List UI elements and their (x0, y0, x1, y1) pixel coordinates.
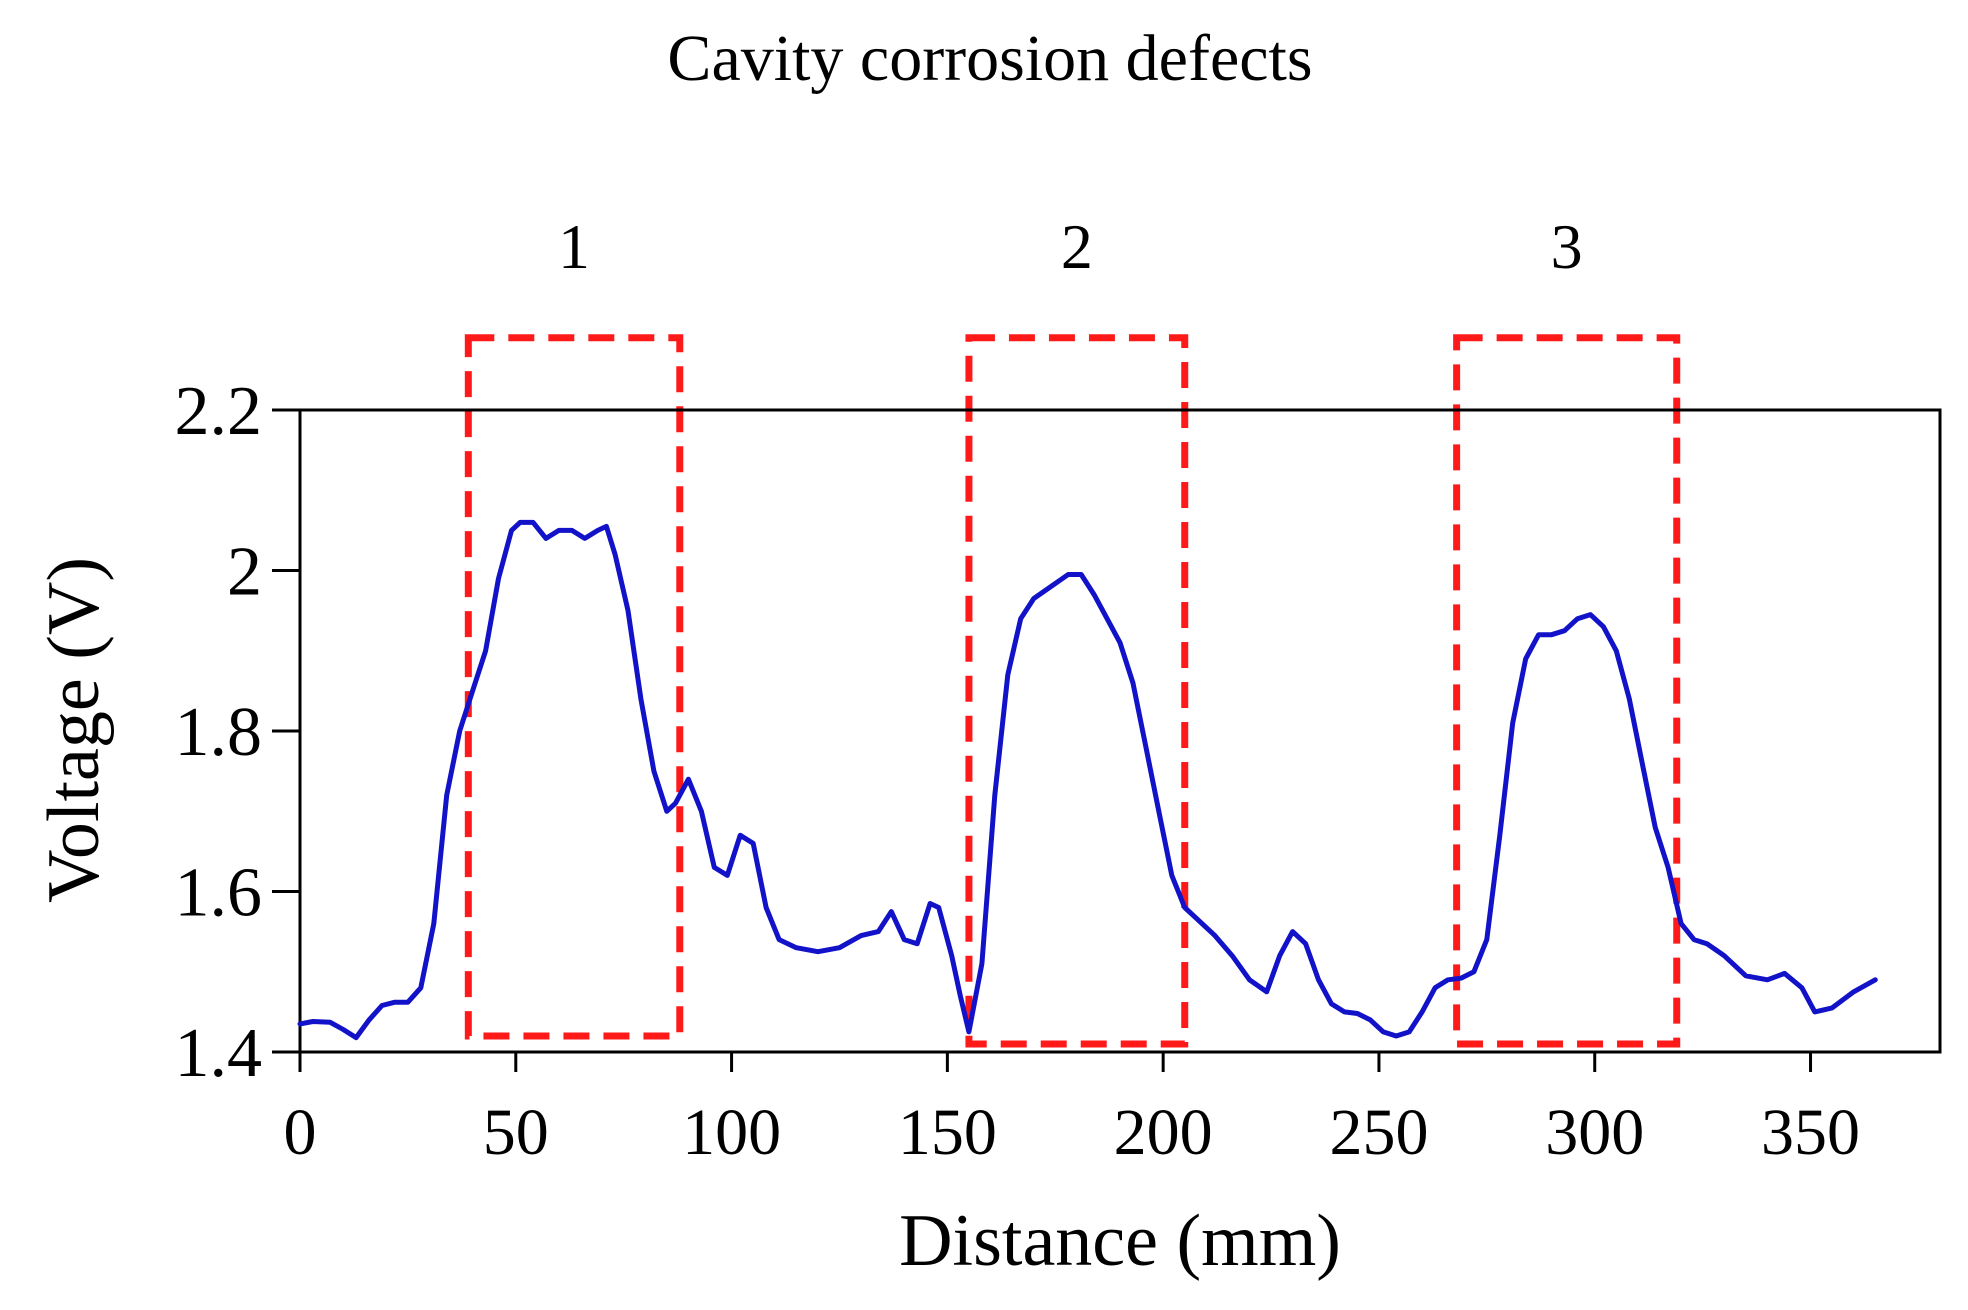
x-tick-label: 100 (682, 1096, 781, 1169)
chart-title: Cavity corrosion defects (667, 22, 1312, 95)
x-axis-label: Distance (mm) (899, 1200, 1341, 1282)
x-axis-ticks: 0 50 100 150 200 250 300 350 (284, 1052, 1860, 1169)
defect-box-1 (464, 334, 684, 1040)
defect-label-3: 3 (1551, 211, 1583, 282)
x-tick-label: 200 (1114, 1096, 1213, 1169)
defect-label-1: 1 (558, 211, 590, 282)
y-axis-label: Voltage (V) (33, 557, 115, 903)
x-tick-label: 350 (1761, 1096, 1860, 1169)
defect-boxes: 1 2 3 (464, 211, 1681, 1048)
y-axis-ticks: 1.4 1.6 1.8 2 2.2 (175, 373, 300, 1092)
y-tick-label: 1.4 (175, 1015, 263, 1092)
x-tick-label: 250 (1329, 1096, 1428, 1169)
y-tick-label: 2.2 (175, 373, 263, 450)
y-tick-label: 2 (227, 534, 262, 611)
defect-box-2 (965, 334, 1189, 1048)
x-tick-label: 50 (483, 1096, 549, 1169)
y-tick-label: 1.8 (175, 694, 263, 771)
x-tick-label: 0 (284, 1096, 317, 1169)
defect-box-3 (1453, 334, 1681, 1048)
defect-label-2: 2 (1061, 211, 1093, 282)
y-tick-label: 1.6 (175, 855, 263, 932)
plot-frame (298, 408, 1942, 1054)
x-tick-label: 300 (1545, 1096, 1644, 1169)
x-tick-label: 150 (898, 1096, 997, 1169)
voltage-series-line (297, 519, 1878, 1041)
